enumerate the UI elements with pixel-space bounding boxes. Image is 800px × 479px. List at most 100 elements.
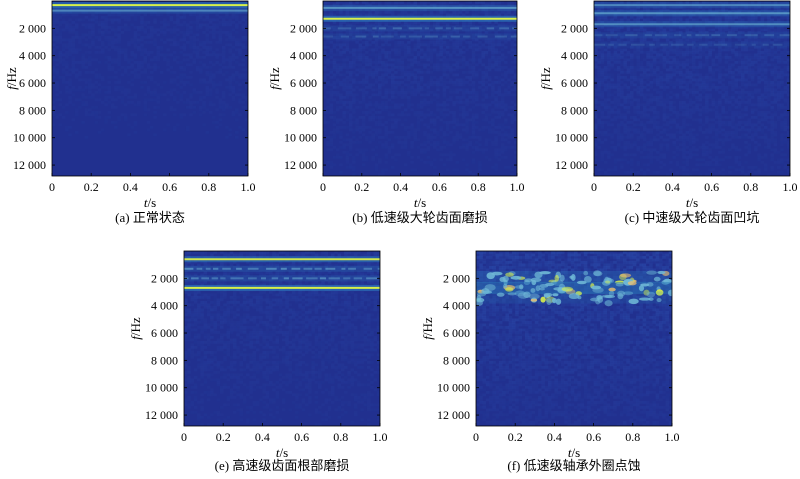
- y-axis-unit: /Hz: [267, 67, 282, 86]
- band-1900hz: [476, 270, 672, 287]
- y-axis-label: f/Hz: [128, 317, 143, 340]
- x-axis-label: t/s: [568, 445, 580, 460]
- band-500hz: [323, 4, 517, 11]
- y-tick-label: 2 000: [443, 271, 470, 285]
- band-1700hz: [594, 21, 790, 28]
- y-tick-label: 12 000: [13, 158, 46, 172]
- y-tick-label: 6 000: [151, 326, 178, 340]
- y-tick-label: 4 000: [561, 49, 588, 63]
- band-300hz: [594, 2, 790, 9]
- band-2600hz: [323, 33, 517, 40]
- y-tick-label: 10 000: [284, 131, 317, 145]
- x-tick-label: 0.4: [547, 430, 562, 444]
- x-tick-label: 0.6: [704, 180, 719, 194]
- y-tick-label: 4 000: [443, 299, 470, 313]
- y-tick-label: 6 000: [443, 326, 470, 340]
- y-tick-label: 4 000: [151, 299, 178, 313]
- x-axis-unit: /s: [279, 445, 288, 460]
- plot-frame: [475, 250, 673, 427]
- panel-caption: (f) 低速级轴承外圈点蚀: [507, 458, 640, 473]
- y-tick-label: 8 000: [290, 103, 317, 117]
- band-3200hz: [594, 41, 790, 48]
- plot-frame: [183, 250, 381, 427]
- heatmap-background: [594, 1, 790, 176]
- y-tick-label: 12 000: [555, 158, 588, 172]
- band-2000hz: [184, 275, 380, 282]
- band-2500hz: [594, 32, 790, 39]
- x-tick-label: 0.2: [626, 180, 641, 194]
- y-tick-label: 10 000: [145, 381, 178, 395]
- band-2700hz: [184, 284, 380, 291]
- band-3400hz: [476, 289, 672, 307]
- heatmap-background: [184, 251, 380, 426]
- band-300hz: [52, 2, 248, 9]
- x-tick-label: 0: [473, 430, 479, 444]
- heatmap-background: [52, 1, 248, 176]
- x-axis-var: t: [568, 445, 572, 460]
- band-2700hz: [476, 278, 672, 297]
- x-tick-label: 0.8: [333, 430, 348, 444]
- x-axis-var: t: [276, 445, 280, 460]
- y-axis-label: f/Hz: [4, 67, 19, 90]
- x-tick-label: 1.0: [783, 180, 798, 194]
- y-tick-label: 2 000: [561, 21, 588, 35]
- x-tick-label: 1.0: [665, 430, 680, 444]
- y-axis-var: f: [4, 84, 19, 90]
- panel-caption: (a) 正常状态: [115, 210, 185, 225]
- x-tick-label: 0.2: [354, 180, 369, 194]
- band-900hz: [594, 10, 790, 17]
- x-tick-label: 0.8: [625, 430, 640, 444]
- x-tick-label: 0.4: [665, 180, 680, 194]
- x-tick-label: 0.2: [508, 430, 523, 444]
- x-tick-label: 1.0: [241, 180, 256, 194]
- y-tick-label: 10 000: [555, 131, 588, 145]
- panel-caption: (c) 中速级大轮齿面凹坑: [625, 210, 760, 225]
- y-tick-label: 12 000: [145, 408, 178, 422]
- heatmap-background: [323, 1, 517, 176]
- x-tick-label: 0.6: [162, 180, 177, 194]
- y-tick-label: 8 000: [561, 103, 588, 117]
- x-tick-label: 0.8: [743, 180, 758, 194]
- y-axis-unit: /Hz: [538, 67, 553, 86]
- y-tick-label: 4 000: [290, 49, 317, 63]
- x-tick-label: 0.6: [432, 180, 447, 194]
- y-axis-label: f/Hz: [538, 67, 553, 90]
- y-tick-label: 12 000: [437, 408, 470, 422]
- x-axis-unit: /s: [417, 195, 426, 210]
- y-axis-var: f: [538, 84, 553, 90]
- x-tick-label: 0.2: [84, 180, 99, 194]
- x-tick-label: 0.4: [393, 180, 408, 194]
- panel-caption: (b) 低速级大轮齿面磨损: [352, 210, 487, 225]
- y-axis-var: f: [420, 334, 435, 340]
- x-axis-unit: /s: [571, 445, 580, 460]
- y-tick-label: 2 000: [19, 21, 46, 35]
- y-tick-label: 10 000: [437, 381, 470, 395]
- plot-frame: [51, 0, 249, 177]
- x-tick-label: 0.6: [294, 430, 309, 444]
- y-axis-var: f: [128, 334, 143, 340]
- x-axis-label: t/s: [276, 445, 288, 460]
- y-axis-label: f/Hz: [420, 317, 435, 340]
- x-tick-label: 0.4: [123, 180, 138, 194]
- band-1300hz: [323, 15, 517, 22]
- y-tick-label: 4 000: [19, 49, 46, 63]
- x-tick-label: 1.0: [373, 430, 388, 444]
- y-axis-var: f: [267, 84, 282, 90]
- x-tick-label: 0: [49, 180, 55, 194]
- y-axis-unit: /Hz: [4, 67, 19, 86]
- band-700hz: [52, 7, 248, 14]
- x-axis-var: t: [144, 195, 148, 210]
- plot-frame: [322, 0, 518, 177]
- band-600hz: [184, 256, 380, 263]
- panel-caption: (e) 高速级齿面根部磨损: [215, 458, 350, 473]
- plot-frame: [593, 0, 791, 177]
- y-tick-label: 6 000: [19, 76, 46, 90]
- x-tick-label: 0.6: [586, 430, 601, 444]
- x-axis-label: t/s: [414, 195, 426, 210]
